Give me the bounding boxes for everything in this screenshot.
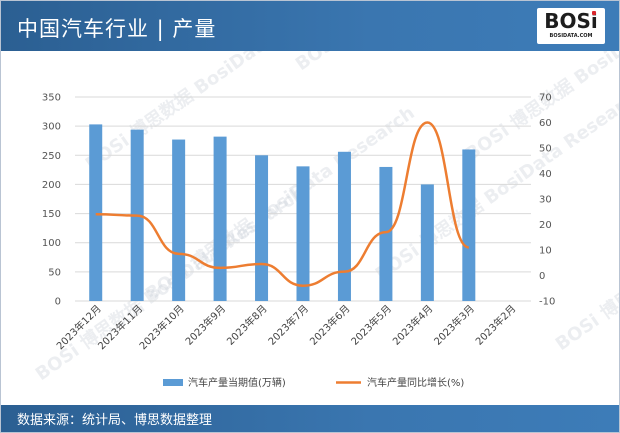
bar-2023年7月 — [296, 166, 310, 301]
data-source: 数据来源：统计局、博思数据整理 — [17, 413, 213, 428]
legend-label-bar: 汽车产量当期值(万辆) — [188, 376, 286, 389]
left-axis-tick: 250 — [42, 151, 61, 162]
logo-subtitle: BOSIDATA.COM — [549, 33, 593, 39]
right-axis-tick: 70 — [539, 93, 552, 104]
header-bar: 中国汽车行业 | 产量 BOSi BOSIDATA.COM — [1, 1, 619, 51]
x-tick-label: 2023年3月 — [431, 302, 477, 348]
x-tick-label: 2023年6月 — [307, 302, 353, 348]
bar-2023年10月 — [172, 139, 186, 301]
left-axis-tick: 0 — [55, 297, 61, 308]
bar-2023年4月 — [420, 184, 434, 301]
production-chart: BOSi 博思数据 BosiData Research BOSi 博思数据 Bos… — [31, 51, 619, 389]
logo-mark: BOSi — [544, 9, 598, 33]
x-tick-label: 2023年2月 — [473, 302, 519, 348]
brand-logo: BOSi BOSIDATA.COM — [537, 8, 605, 44]
x-tick-label: 2023年7月 — [265, 302, 311, 348]
logo-dot — [592, 11, 596, 15]
right-axis-tick: 40 — [539, 169, 552, 180]
watermark-text: BOSi 博思数据 BosiData Research — [551, 152, 619, 355]
right-axis-tick: 60 — [539, 118, 552, 129]
watermark-text: BOSi 博思数据 BosiData Research — [291, 51, 568, 75]
left-axis-tick: 100 — [42, 238, 61, 249]
footer-bar: 数据来源：统计局、博思数据整理 — [1, 405, 619, 432]
x-tick-label: 2023年9月 — [182, 302, 228, 348]
bar-2023年9月 — [213, 136, 227, 301]
right-axis: -10 0 10 20 30 40 50 60 70 — [539, 93, 555, 308]
right-axis-tick: 30 — [539, 195, 552, 206]
bar-2023年6月 — [337, 151, 351, 301]
x-tick-label: 2023年5月 — [348, 302, 394, 348]
legend-swatch-bar — [163, 379, 183, 386]
legend-label-line: 汽车产量同比增长(%) — [367, 376, 464, 389]
legend: 汽车产量当期值(万辆) 汽车产量同比增长(%) — [163, 376, 464, 389]
right-axis-tick: 10 — [539, 246, 552, 257]
page-title: 中国汽车行业 | 产量 — [17, 17, 217, 41]
left-axis-tick: 350 — [42, 93, 61, 104]
bar-2023年3月 — [462, 149, 476, 301]
left-axis-tick: 200 — [42, 180, 61, 191]
x-tick-label: 2023年8月 — [224, 302, 270, 348]
right-axis-tick: 50 — [539, 144, 552, 155]
bar-2023年5月 — [379, 166, 393, 301]
left-axis-tick: 150 — [42, 209, 61, 220]
line-series — [95, 121, 470, 287]
right-axis-tick: 20 — [539, 220, 552, 231]
left-axis: 0 50 100 150 200 250 300 350 — [42, 93, 61, 308]
left-axis-tick: 300 — [42, 122, 61, 133]
left-axis-tick: 50 — [48, 267, 61, 278]
bar-2023年12月 — [89, 124, 103, 301]
bar-2023年8月 — [255, 155, 269, 301]
right-axis-tick: 0 — [539, 271, 545, 282]
bar-series — [89, 124, 476, 301]
right-axis-tick: -10 — [539, 297, 555, 308]
x-tick-label: 2023年4月 — [390, 302, 436, 348]
